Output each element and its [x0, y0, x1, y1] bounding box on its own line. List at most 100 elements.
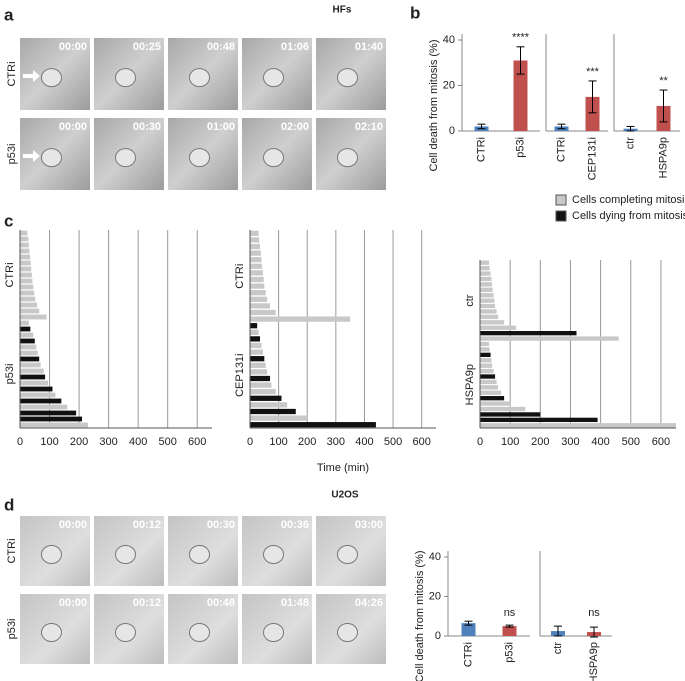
timestamp: 00:48 — [207, 597, 235, 609]
duration-bar — [480, 368, 494, 374]
x-tick-label: 100 — [501, 436, 519, 448]
timestamp: 01:40 — [355, 41, 383, 53]
y-tick-label: 40 — [443, 34, 455, 46]
timestamp: 00:30 — [207, 519, 235, 531]
duration-bar — [20, 338, 35, 344]
cell — [41, 148, 62, 168]
timestamp: 00:36 — [281, 519, 309, 531]
duration-bar — [250, 362, 266, 368]
duration-bar — [20, 236, 29, 242]
x-tick-label: 400 — [355, 436, 373, 448]
duration-bar — [20, 248, 30, 254]
y-axis-label: Cell death from mitosis (%) — [428, 39, 440, 171]
bar — [502, 626, 517, 636]
duration-bar — [250, 303, 271, 309]
duration-bar — [20, 290, 35, 296]
error-bar — [557, 123, 566, 130]
duration-bar — [250, 316, 351, 322]
x-tick-label: 600 — [188, 436, 206, 448]
duration-bar — [480, 309, 497, 314]
duration-bar — [250, 356, 265, 362]
group-label: CEP131i — [234, 353, 246, 396]
y-tick-label: 0 — [449, 125, 455, 137]
duration-bar — [20, 380, 49, 386]
y-axis-label: Cell death from mitosis (%) — [414, 550, 426, 681]
y-tick-label: 20 — [429, 590, 441, 602]
timestamp: 01:48 — [281, 597, 309, 609]
duration-bar — [20, 332, 34, 338]
cell — [263, 148, 284, 168]
x-tick-label: p53i — [503, 642, 515, 663]
arrow — [23, 70, 40, 82]
duration-bar — [20, 308, 40, 314]
x-tick-label: 600 — [413, 436, 431, 448]
duration-bar — [480, 363, 493, 368]
cell — [337, 623, 358, 642]
timestamp: 00:00 — [59, 597, 87, 609]
x-tick-label: 100 — [40, 436, 58, 448]
duration-bar — [480, 298, 495, 303]
duration-bar — [250, 230, 259, 236]
x-axis-label: Time (min) — [317, 462, 369, 474]
duration-bar — [250, 270, 263, 276]
error-bar — [477, 123, 486, 130]
row-label: p53i — [6, 144, 18, 165]
duration-bar — [250, 415, 308, 421]
duration-bar — [480, 347, 490, 352]
x-tick-label: CTRi — [475, 137, 487, 162]
duration-bar — [20, 284, 34, 290]
legend-swatch — [555, 210, 567, 222]
timestamp: 03:00 — [355, 519, 383, 531]
duration-bar — [20, 356, 40, 362]
significance: *** — [586, 66, 600, 78]
cell — [41, 623, 62, 642]
duration-bar — [480, 314, 499, 320]
significance: ns — [588, 607, 600, 619]
group-label: ctr — [464, 294, 476, 307]
error-bar — [588, 80, 597, 114]
x-tick-label: HSPA9p — [588, 642, 600, 681]
row-label: CTRi — [6, 61, 18, 86]
cell — [115, 545, 136, 564]
x-tick-label: HSPA9p — [657, 137, 669, 178]
duration-bar — [250, 257, 262, 263]
section-title: HFs — [333, 5, 352, 16]
cell — [337, 68, 358, 88]
duration-bar — [20, 260, 31, 266]
duration-bar — [250, 237, 260, 243]
timestamp: 02:10 — [355, 121, 383, 133]
x-tick-label: 200 — [531, 436, 549, 448]
group-label: p53i — [4, 364, 16, 385]
duration-bar — [250, 296, 268, 302]
duration-bar — [250, 369, 268, 375]
x-tick-label: 400 — [129, 436, 147, 448]
duration-bar — [480, 320, 505, 325]
duration-bar — [480, 336, 619, 341]
duration-bar — [250, 389, 276, 395]
group-label: CTRi — [234, 264, 246, 289]
legend-label: Cells dying from mitosis — [572, 210, 685, 222]
timestamp: 00:00 — [59, 519, 87, 531]
significance: ns — [504, 607, 516, 619]
duration-bar — [250, 276, 264, 283]
duration-bar — [250, 309, 276, 316]
duration-bar — [20, 374, 46, 380]
duration-bar — [250, 349, 263, 355]
panel-label: d — [4, 495, 14, 514]
duration-bar — [20, 392, 56, 398]
x-tick-label: 0 — [17, 436, 23, 448]
panel-label: b — [410, 3, 420, 22]
duration-bar — [480, 276, 492, 282]
duration-bar — [480, 423, 676, 428]
duration-bar — [480, 417, 598, 423]
duration-bar — [20, 296, 36, 302]
duration-bar — [20, 302, 38, 308]
legend-swatch — [555, 194, 567, 206]
cell — [189, 68, 210, 88]
bar — [461, 623, 476, 636]
x-tick-label: 300 — [327, 436, 345, 448]
duration-bar — [250, 323, 258, 329]
x-tick-label: ctr — [552, 642, 564, 655]
error-bar — [554, 625, 562, 637]
